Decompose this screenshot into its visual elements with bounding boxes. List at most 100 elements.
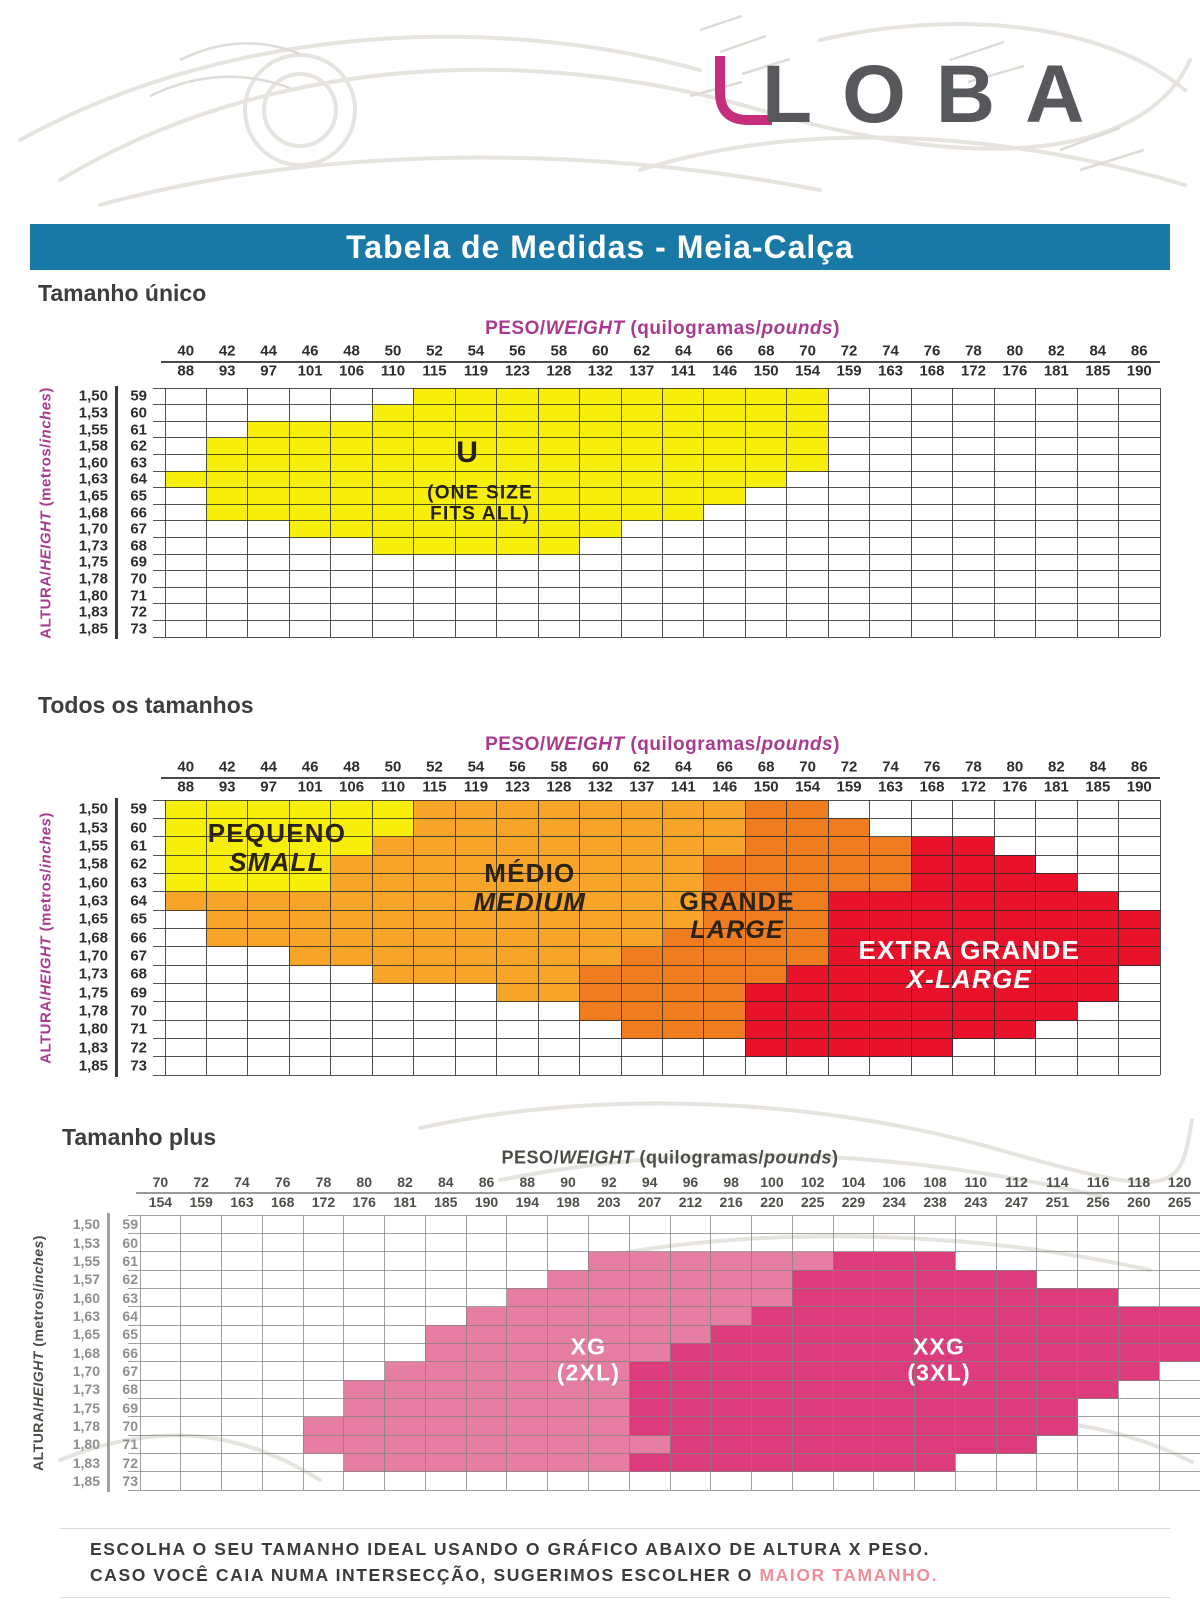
kg-label: 100 xyxy=(760,1174,784,1190)
height-in-label: 70 xyxy=(130,570,147,588)
kg-label: 118 xyxy=(1127,1174,1151,1190)
gridline-horizontal xyxy=(128,1287,1200,1289)
height-m-label: 1,63 xyxy=(78,892,108,910)
region-cell-grande xyxy=(703,873,912,893)
lbs-label: 243 xyxy=(964,1194,988,1210)
height-m-label: 1,55 xyxy=(72,1252,100,1269)
section-heading-tamanho-plus: Tamanho plus xyxy=(62,1124,217,1150)
height-m-label: 1,70 xyxy=(78,947,108,965)
height-in-label: 73 xyxy=(122,1472,138,1489)
region-label-grande-label: GRANDE LARGE xyxy=(679,887,795,944)
gridline-vertical xyxy=(424,1215,426,1490)
kg-label: 46 xyxy=(301,342,319,360)
region-cell-medio xyxy=(330,855,704,874)
kg-label: 110 xyxy=(964,1174,988,1190)
kg-label: 44 xyxy=(260,342,277,360)
lbs-label: 234 xyxy=(882,1194,906,1210)
lbs-label: 132 xyxy=(587,778,613,796)
kg-label: 50 xyxy=(384,758,402,776)
gridline-vertical xyxy=(993,800,995,1075)
gridline-vertical xyxy=(827,388,829,637)
height-m-label: 1,65 xyxy=(78,910,108,928)
height-m-label: 1,80 xyxy=(78,1020,108,1038)
gridline-vertical xyxy=(1036,1215,1038,1490)
lbs-label: 128 xyxy=(546,362,572,380)
height-m-label: 1,73 xyxy=(72,1381,100,1398)
lbs-label: 93 xyxy=(218,778,236,796)
kg-label: 92 xyxy=(601,1174,617,1190)
height-m-label: 1,60 xyxy=(78,454,108,472)
lbs-label: 181 xyxy=(1043,362,1069,380)
lbs-label: 163 xyxy=(230,1194,254,1210)
gridline-vertical xyxy=(413,800,415,1075)
lbs-label: 181 xyxy=(1043,778,1069,796)
kg-label: 114 xyxy=(1046,1174,1069,1190)
height-m-label: 1,50 xyxy=(72,1216,100,1233)
gridline-horizontal xyxy=(153,553,1160,555)
gridline-vertical xyxy=(579,388,581,637)
gridline-vertical xyxy=(302,1215,304,1490)
kg-label: 78 xyxy=(965,758,982,776)
region-cell-extra-grande xyxy=(745,983,1119,1003)
lbs-label: 225 xyxy=(801,1194,825,1210)
gridline-vertical xyxy=(786,388,788,637)
height-in-label: 64 xyxy=(122,1307,138,1324)
lbs-label: 176 xyxy=(1002,778,1028,796)
gridline-horizontal xyxy=(128,1434,1200,1436)
gridline-vertical xyxy=(910,800,912,1075)
gridline-vertical xyxy=(703,800,705,1075)
lbs-label: 159 xyxy=(836,778,862,796)
kg-label: 78 xyxy=(315,1174,332,1190)
height-in-label: 61 xyxy=(122,1252,138,1269)
lbs-label: 168 xyxy=(919,778,945,796)
gridline-vertical xyxy=(952,388,954,637)
height-m-label: 1,85 xyxy=(78,620,108,638)
gridline-vertical xyxy=(343,1215,345,1490)
height-in-label: 69 xyxy=(130,984,147,1001)
height-m-label: 1,53 xyxy=(78,819,108,836)
lbs-label: 172 xyxy=(960,362,986,380)
gridline-horizontal xyxy=(153,799,1160,801)
gridline-horizontal xyxy=(153,1056,1160,1058)
region-cell-xxg xyxy=(629,1416,1078,1436)
gridline-horizontal xyxy=(153,817,1160,819)
height-in-label: 66 xyxy=(130,929,147,946)
height-m-label: 1,78 xyxy=(78,1002,108,1020)
kg-label: 54 xyxy=(467,342,485,360)
lbs-label: 168 xyxy=(919,362,945,380)
height-m-label: 1,83 xyxy=(78,1039,108,1056)
footer-note: ESCOLHA O SEU TAMANHO IDEAL USANDO O GRÁ… xyxy=(60,1528,1170,1598)
lbs-label: 198 xyxy=(556,1194,580,1210)
kg-label: 82 xyxy=(1048,342,1065,360)
height-in-label: 69 xyxy=(122,1399,138,1416)
lbs-label: 110 xyxy=(380,362,406,380)
height-m-label: 1,78 xyxy=(72,1417,100,1434)
region-cell-xg xyxy=(506,1288,793,1308)
gridline-horizontal xyxy=(153,387,1160,389)
gridline-vertical xyxy=(620,388,622,637)
height-unit-divider xyxy=(115,386,118,639)
kg-label: 120 xyxy=(1167,1174,1192,1190)
height-in-label: 59 xyxy=(130,387,147,405)
gridline-horizontal xyxy=(128,1489,1200,1491)
gridline-horizontal xyxy=(153,586,1160,588)
height-m-label: 1,75 xyxy=(78,553,108,571)
lbs-label: 150 xyxy=(753,778,779,796)
footer-line2-highlight: MAIOR TAMANHO. xyxy=(759,1565,939,1585)
gridline-horizontal xyxy=(153,453,1160,455)
gridline-horizontal xyxy=(128,1471,1200,1473)
page-title: Tabela de Medidas - Meia-Calça xyxy=(346,228,854,265)
lbs-label: 159 xyxy=(189,1194,213,1210)
height-m-label: 1,75 xyxy=(72,1399,100,1416)
gridline-horizontal xyxy=(153,420,1160,422)
region-cell-extra-grande xyxy=(911,855,1036,874)
kg-lbs-separator xyxy=(161,777,1160,779)
gridline-vertical xyxy=(371,800,373,1075)
kg-label: 76 xyxy=(274,1174,291,1190)
gridline-vertical xyxy=(1159,388,1161,637)
lbs-label: 141 xyxy=(670,778,696,796)
kg-label: 62 xyxy=(633,758,651,776)
kg-label: 86 xyxy=(478,1174,495,1190)
lbs-label: 132 xyxy=(587,362,613,380)
kg-label: 48 xyxy=(343,758,360,776)
